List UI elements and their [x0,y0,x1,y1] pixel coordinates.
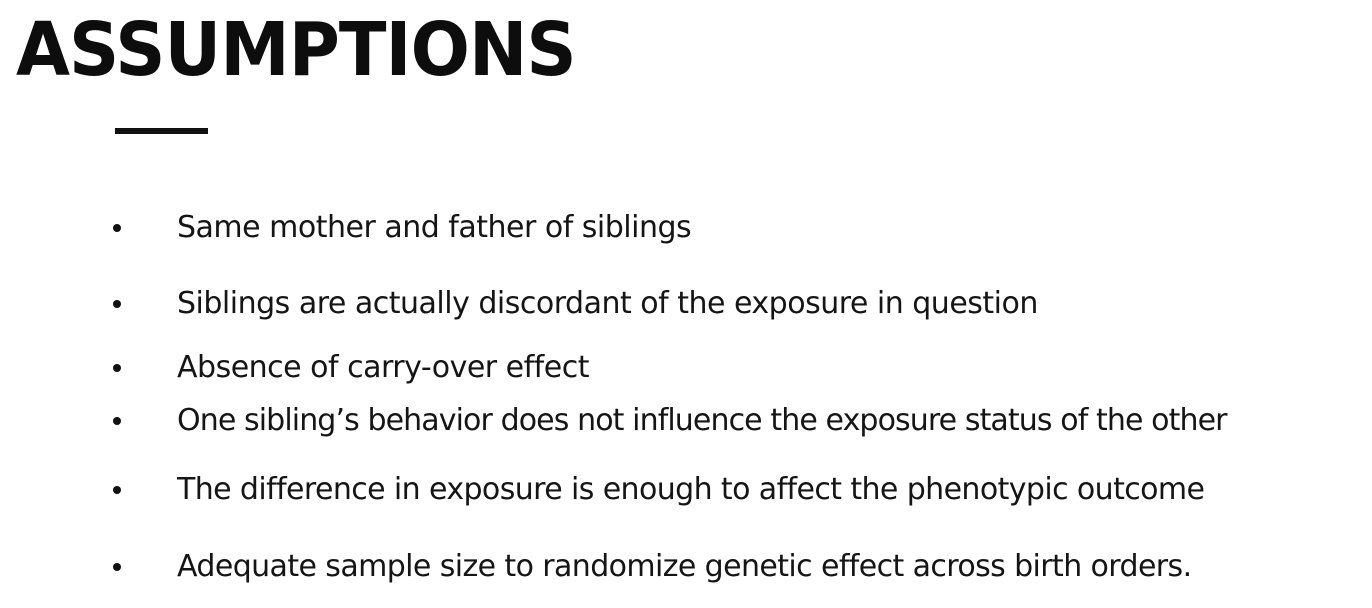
list-item: Absence of carry-over effect [0,346,1372,390]
list-item: Same mother and father of siblings [0,206,1372,250]
bullet-text: Adequate sample size to randomize geneti… [177,549,1192,584]
list-item: Siblings are actually discordant of the … [0,282,1372,326]
bullet-icon [113,417,121,425]
bullet-text: Same mother and father of siblings [177,210,692,245]
bullet-icon [113,563,121,571]
list-item: Adequate sample size to randomize geneti… [0,545,1372,589]
bullet-icon [113,486,121,494]
bullet-icon [113,300,121,308]
list-item: One sibling’s behavior does not influenc… [0,399,1372,443]
list-item: The difference in exposure is enough to … [0,468,1372,512]
slide-title: ASSUMPTIONS [16,7,577,93]
bullet-icon [113,364,121,372]
bullet-text: Absence of carry-over effect [177,350,589,385]
bullet-text: Siblings are actually discordant of the … [177,286,1038,321]
title-underline [115,128,208,134]
bullet-text: The difference in exposure is enough to … [177,472,1205,507]
bullet-text: One sibling’s behavior does not influenc… [177,403,1228,438]
bullet-icon [113,224,121,232]
